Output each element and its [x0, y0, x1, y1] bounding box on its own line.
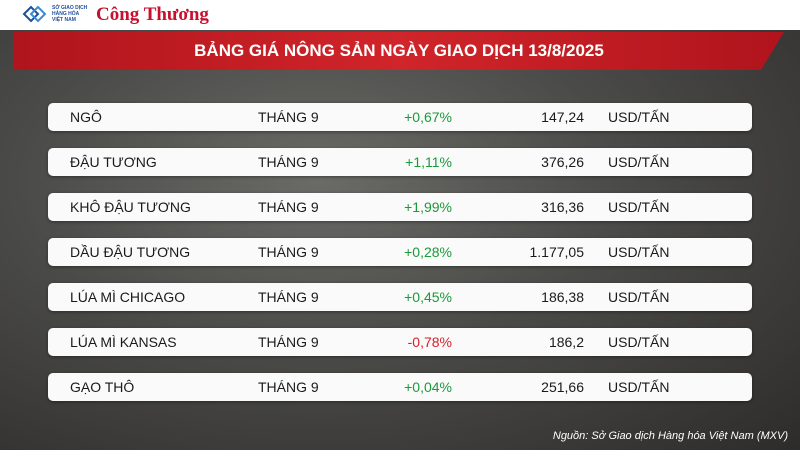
commodity: LÚA MÌ KANSAS — [70, 334, 177, 350]
month: THÁNG 9 — [258, 379, 319, 395]
table-row: LÚA MÌ KANSAS THÁNG 9 -0,78% 186,2 USD/TẤN — [48, 328, 752, 356]
logo-line: SỞ GIAO DỊCH — [52, 5, 88, 11]
table-row: LÚA MÌ CHICAGO THÁNG 9 +0,45% 186,38 USD/TẤN — [48, 283, 752, 311]
change: +0,28% — [404, 244, 452, 260]
price: 186,38 — [541, 289, 584, 305]
month: THÁNG 9 — [258, 154, 319, 170]
price: 376,26 — [541, 154, 584, 170]
logo-line: HÀNG HÓA — [52, 11, 80, 17]
commodity: ĐẬU TƯƠNG — [70, 154, 157, 170]
commodity: LÚA MÌ CHICAGO — [70, 289, 186, 305]
logo-line: VIỆT NAM — [52, 17, 76, 23]
price: 186,2 — [548, 334, 584, 350]
table-row: ĐẬU TƯƠNG THÁNG 9 +1,11% 376,26 USD/TẤN — [48, 148, 752, 176]
change: +0,04% — [404, 379, 452, 395]
month: THÁNG 9 — [258, 289, 319, 305]
table-row: KHÔ ĐẬU TƯƠNG THÁNG 9 +1,99% 316,36 USD/TẤN — [48, 193, 752, 221]
table-row: DẦU ĐẬU TƯƠNG THÁNG 9 +0,28% 1.177,05 USD/TẤ… — [48, 238, 752, 266]
month: THÁNG 9 — [258, 334, 319, 350]
commodity: GẠO THÔ — [70, 379, 135, 395]
logo-icon — [22, 5, 47, 23]
title: BẢNG GIÁ NÔNG SẢN NGÀY GIAO DỊCH 13/8/20… — [194, 41, 604, 60]
month: THÁNG 9 — [258, 109, 319, 125]
price: 1.177,05 — [529, 244, 585, 260]
title-banner — [14, 32, 784, 70]
unit: USD/TẤN — [608, 199, 670, 215]
table-row: NGÔ THÁNG 9 +0,67% 147,24 USD/TẤN — [48, 103, 752, 131]
change: +1,11% — [405, 154, 452, 170]
price: 316,36 — [541, 199, 584, 215]
commodity: NGÔ — [70, 109, 102, 125]
change: +1,99% — [404, 199, 452, 215]
month: THÁNG 9 — [258, 244, 319, 260]
source: Nguồn: Sở Giao dịch Hàng hóa Việt Nam (M… — [552, 430, 788, 442]
price: 147,24 — [541, 109, 584, 125]
month: THÁNG 9 — [258, 199, 319, 215]
unit: USD/TẤN — [608, 289, 670, 305]
logo-text: SỞ GIAO DỊCH HÀNG HÓA VIỆT NAM — [52, 5, 87, 23]
header-bar: SỞ GIAO DỊCH HÀNG HÓA VIỆT NAM Công Thương — [0, 0, 800, 30]
change: +0,45% — [404, 289, 452, 305]
commodity: KHÔ ĐẬU TƯƠNG — [70, 199, 191, 215]
commodity: DẦU ĐẬU TƯƠNG — [70, 244, 191, 260]
unit: USD/TẤN — [608, 334, 670, 350]
brand: Công Thương — [96, 4, 209, 25]
unit: USD/TẤN — [608, 154, 670, 170]
unit: USD/TẤN — [608, 109, 670, 125]
unit: USD/TẤN — [608, 244, 670, 260]
logo: SỞ GIAO DỊCH HÀNG HÓA VIỆT NAM — [22, 5, 87, 23]
table-row: GẠO THÔ THÁNG 9 +0,04% 251,66 USD/TẤN — [48, 373, 752, 401]
change: -0,78% — [407, 334, 452, 350]
change: +0,67% — [404, 109, 452, 125]
unit: USD/TẤN — [608, 379, 670, 395]
price: 251,66 — [541, 379, 584, 395]
